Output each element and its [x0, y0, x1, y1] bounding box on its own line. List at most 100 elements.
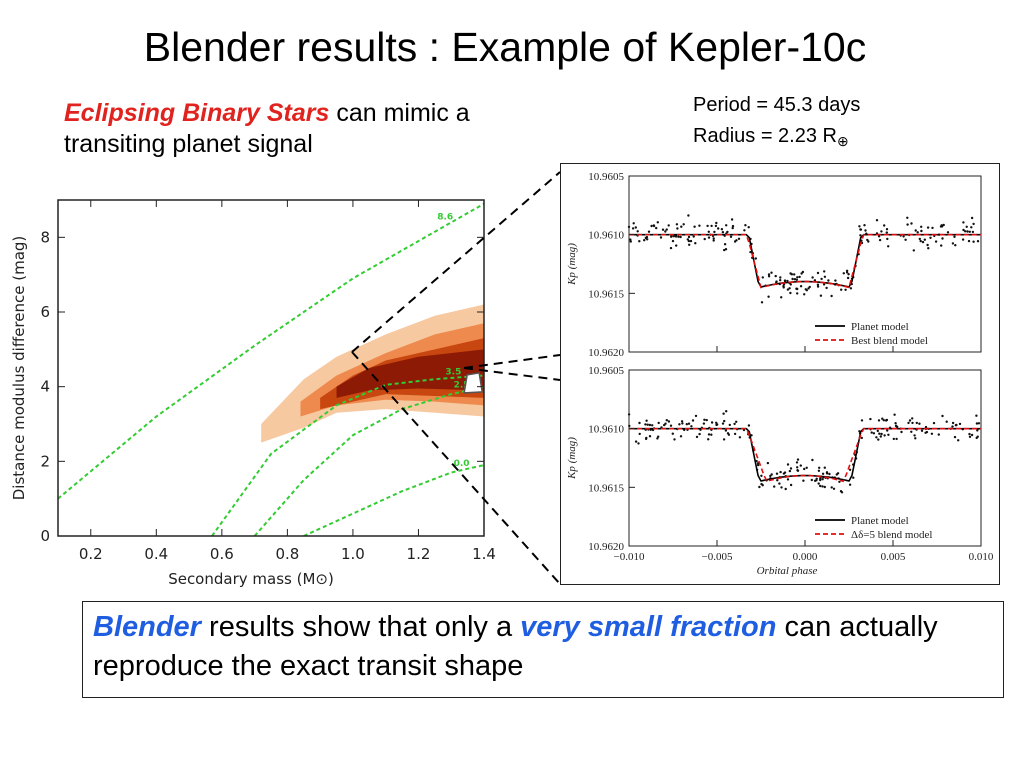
- data-point: [634, 226, 637, 229]
- data-point: [687, 422, 691, 425]
- data-point: [908, 419, 912, 422]
- data-point: [816, 283, 820, 286]
- data-point: [733, 432, 737, 436]
- data-point: [789, 483, 793, 487]
- data-point: [823, 466, 826, 469]
- data-point: [670, 235, 673, 238]
- data-point: [686, 238, 689, 241]
- data-point: [786, 478, 790, 481]
- data-point: [713, 230, 716, 234]
- blend-model-curve: [629, 427, 981, 483]
- data-point: [968, 432, 971, 436]
- summary-highlight-fraction: very small fraction: [520, 611, 777, 643]
- y-tick-label: 10.9620: [588, 347, 624, 359]
- data-point: [712, 237, 715, 240]
- data-point: [634, 440, 638, 443]
- data-point: [975, 414, 978, 417]
- data-point: [687, 239, 691, 243]
- data-point: [954, 424, 958, 427]
- data-point: [852, 476, 855, 479]
- y-tick-label: 10.9615: [588, 482, 624, 494]
- data-point: [887, 245, 890, 248]
- data-point: [721, 422, 725, 425]
- data-point: [832, 487, 836, 490]
- data-point: [803, 293, 806, 296]
- data-point: [895, 437, 898, 441]
- data-point: [916, 231, 919, 234]
- data-point: [817, 482, 820, 485]
- data-point: [885, 418, 889, 422]
- data-point: [627, 225, 631, 229]
- data-point: [819, 294, 823, 297]
- data-point: [715, 221, 718, 225]
- x-tick-label: 0.6: [210, 545, 234, 563]
- data-point: [886, 237, 889, 241]
- data-point: [707, 236, 711, 239]
- light-curve-frame: 10.9605 10.9610 10.9615 10.9620 Kp (mag) Plan…: [560, 163, 1000, 585]
- data-point: [951, 421, 955, 425]
- data-point: [823, 485, 826, 489]
- data-point: [786, 463, 790, 466]
- data-point: [729, 235, 733, 238]
- data-point: [646, 238, 649, 241]
- data-point: [661, 228, 665, 231]
- data-point: [972, 240, 975, 243]
- data-point: [760, 301, 764, 304]
- data-point: [673, 438, 676, 441]
- summary-text-1: results show that only a: [200, 611, 521, 643]
- data-point: [817, 469, 821, 472]
- data-point: [816, 285, 820, 288]
- data-point: [965, 225, 968, 228]
- x-axis-label: Secondary mass (M⊙): [168, 570, 334, 588]
- summary-box: Blender results show that only a very sm…: [82, 601, 1004, 698]
- data-point: [796, 292, 799, 295]
- data-point: [976, 240, 980, 243]
- data-point: [844, 288, 847, 291]
- data-point: [910, 430, 913, 433]
- data-point: [962, 221, 965, 224]
- radius-text: Radius = 2.23 R⊕: [693, 121, 860, 157]
- data-point: [845, 269, 849, 272]
- data-point: [664, 422, 667, 425]
- data-point: [977, 422, 981, 425]
- data-point: [919, 239, 922, 243]
- x-tick-label: 0.000: [793, 551, 818, 563]
- data-point: [946, 231, 950, 234]
- data-point: [773, 485, 776, 488]
- data-point: [733, 240, 737, 243]
- data-point: [825, 472, 829, 475]
- data-point: [779, 470, 782, 474]
- legend-label: Best blend model: [851, 335, 928, 347]
- data-point: [864, 229, 867, 232]
- data-point: [698, 432, 701, 436]
- data-point: [735, 420, 738, 423]
- data-point: [682, 223, 685, 226]
- data-point: [627, 413, 631, 416]
- data-point: [789, 291, 792, 295]
- selected-blend-marker: [463, 372, 484, 394]
- data-point: [951, 242, 955, 245]
- intro-text: Eclipsing Binary Stars can mimic a trans…: [64, 98, 484, 160]
- data-point: [883, 224, 886, 227]
- data-point: [784, 487, 787, 491]
- radius-value: Radius = 2.23 R: [693, 125, 837, 147]
- data-point: [875, 436, 878, 439]
- data-point: [924, 425, 928, 429]
- data-point: [849, 287, 853, 290]
- data-point: [628, 424, 631, 428]
- data-point: [821, 485, 824, 488]
- data-point: [805, 466, 808, 469]
- data-point: [648, 435, 652, 438]
- data-point: [788, 469, 792, 473]
- data-point: [828, 472, 831, 476]
- data-point: [767, 295, 770, 298]
- data-point: [881, 417, 884, 420]
- data-point: [728, 423, 731, 427]
- data-point: [911, 421, 914, 425]
- data-point: [838, 480, 841, 483]
- data-point: [818, 466, 821, 469]
- data-point: [754, 257, 757, 260]
- data-point: [858, 225, 861, 228]
- x-tick-label: 0.4: [144, 545, 168, 563]
- isochrone-label-1: 3.5: [445, 367, 461, 377]
